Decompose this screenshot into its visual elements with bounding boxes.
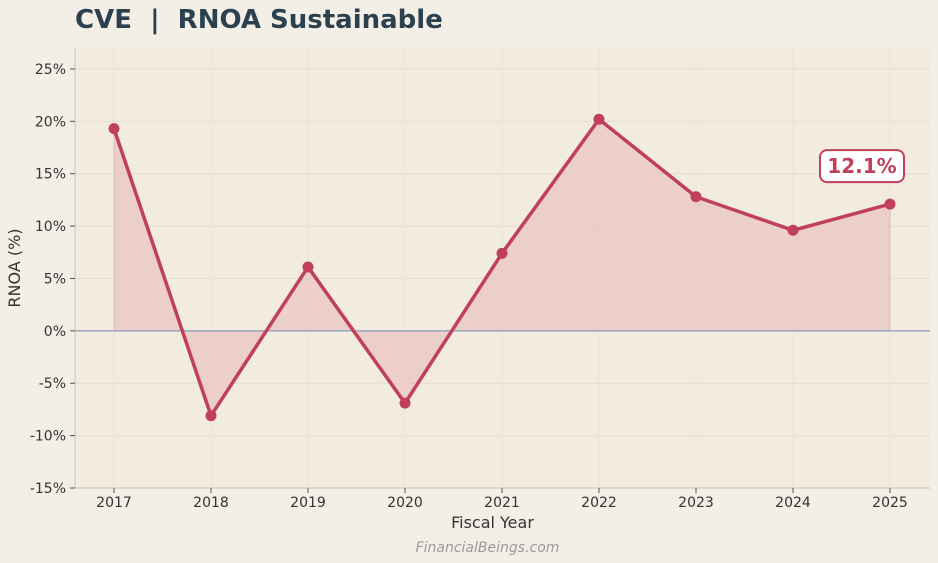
y-tick-label: 25% xyxy=(35,62,66,78)
y-tick-label: -10% xyxy=(30,429,66,445)
data-point xyxy=(399,397,411,409)
y-tick-label: 15% xyxy=(35,167,66,183)
callout-label: 12.1% xyxy=(827,154,896,178)
watermark: FinancialBeings.com xyxy=(416,540,560,556)
y-tick-label: 20% xyxy=(35,114,66,130)
data-point xyxy=(302,261,314,273)
y-axis-label: RNOA (%) xyxy=(5,228,24,307)
x-tick-label: 2024 xyxy=(775,495,811,511)
data-points xyxy=(108,113,896,422)
callout-box xyxy=(819,149,905,184)
x-tick-label: 2025 xyxy=(872,495,908,511)
y-tick-label: 0% xyxy=(44,324,66,340)
data-point xyxy=(593,113,605,125)
x-tick-label: 2021 xyxy=(484,495,520,511)
y-tick-label: 10% xyxy=(35,219,66,235)
x-tick-label: 2019 xyxy=(290,495,326,511)
x-tick-label: 2023 xyxy=(678,495,714,511)
x-tick-labels: 2017 2018 2019 2020 2021 2022 2023 2024 2025 xyxy=(96,488,908,511)
x-tick-label: 2020 xyxy=(387,495,423,511)
y-tick-label: -15% xyxy=(30,481,66,497)
y-tick-label: -5% xyxy=(39,376,66,392)
data-point xyxy=(884,198,896,210)
chart-title: CVE | RNOA Sustainable xyxy=(75,5,443,35)
x-tick-label: 2017 xyxy=(96,495,132,511)
y-tick-label: 5% xyxy=(44,271,66,287)
data-point xyxy=(108,123,120,135)
x-tick-label: 2018 xyxy=(193,495,229,511)
data-point xyxy=(690,191,702,203)
value-callout: 12.1% xyxy=(819,149,905,184)
y-tick-labels: -15% -10% -5% 0% 5% 10% 15% 20% 25% xyxy=(30,62,75,497)
data-point xyxy=(496,247,508,259)
data-point xyxy=(787,224,799,236)
data-point xyxy=(205,410,217,422)
x-tick-label: 2022 xyxy=(581,495,617,511)
x-axis-label: Fiscal Year xyxy=(451,513,534,532)
